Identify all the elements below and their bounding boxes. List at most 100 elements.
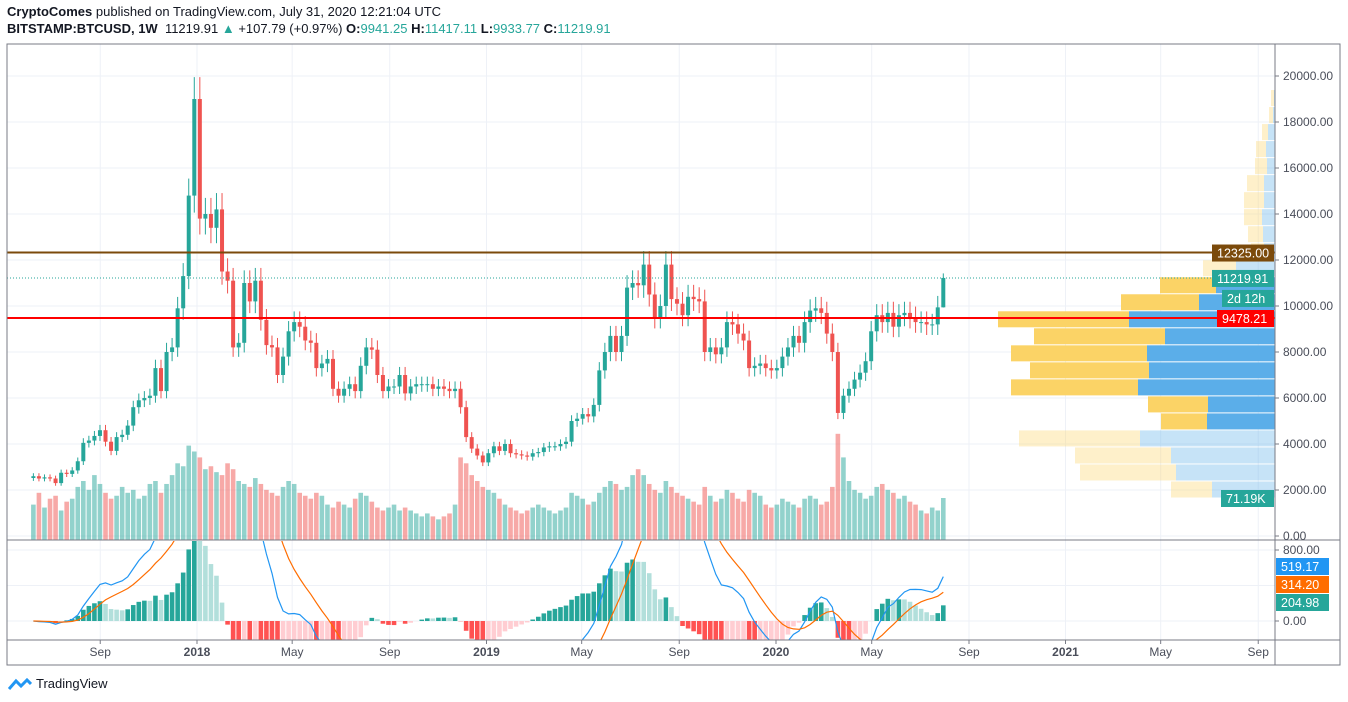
price-tick-label: 16000.00 [1283,161,1333,175]
candle-body [713,347,718,355]
price-tick-label: 6000.00 [1283,391,1327,405]
candle-body [453,388,458,392]
volume-bar [114,495,119,540]
volume-bar [413,513,419,540]
volume-bar [863,498,868,540]
candle-body [281,356,286,375]
volume-bar [103,492,108,540]
candle-body [419,384,424,386]
volume-bar [180,466,186,540]
macd-histogram-bar [269,621,275,640]
last-price-label: 11219.91 [1217,272,1268,286]
macd-histogram-bar [130,605,136,621]
volume-bar [486,489,491,540]
volume-bar [857,492,863,540]
candle-body [208,214,213,228]
macd-histogram-bar [608,568,613,621]
candle-body [414,384,419,387]
macd-histogram-bar [530,619,536,621]
low-label: L: [480,21,494,36]
macd-histogram-bar [463,621,469,631]
volume-bar [452,504,458,540]
macd-histogram-bar [702,621,708,640]
candle-body [774,368,779,371]
profile-down-bar [1262,124,1268,141]
tradingview-logo[interactable]: TradingView [8,676,108,691]
volume-bar [447,513,452,540]
candle-body [580,414,585,419]
volume-bar [275,495,280,540]
signal-value-label-bg [1276,576,1329,593]
volume-bar [108,498,114,540]
candle-body [303,326,308,341]
candle-body [36,476,41,479]
volume-bar [658,492,663,540]
macd-histogram-bar [191,541,197,621]
macd-histogram-bar [386,621,391,625]
macd-histogram-bar [796,621,802,623]
macd-histogram-bar [696,621,702,635]
candle-body [575,418,580,421]
volume-bar [918,510,924,540]
volume-bar [375,507,380,540]
macd-histogram-bar [241,621,247,640]
macd-histogram-bar [103,603,108,621]
volume-bar [746,489,752,540]
candle-body [81,442,86,462]
time-tick-label: 2021 [1052,645,1079,659]
macd-histogram-bar [397,621,402,622]
macd-histogram-bar [724,621,730,640]
author[interactable]: CryptoComes [7,4,93,19]
macd-histogram-bar [685,621,691,629]
volume-bar [585,504,591,540]
macd-histogram-bar [885,598,891,621]
volume-bar [42,507,47,540]
volume-bar [763,504,769,540]
volume-bar [757,495,763,540]
candle-body [813,308,818,311]
volume-bar [347,507,352,540]
volume-bar [302,495,308,540]
macd-histogram-bar [436,617,441,621]
volume-bar [358,492,364,540]
macd-histogram-bar [280,621,286,640]
macd-histogram-bar [469,621,474,639]
macd-histogram-bar [508,621,513,629]
macd-histogram-bar [142,600,147,621]
candle-body [325,358,330,364]
volume-bar [436,519,441,540]
macd-histogram-bar [114,609,119,621]
macd-histogram-bar [253,621,258,640]
price-tick-label: 20000.00 [1283,69,1333,83]
candle-body [297,322,302,327]
candle-body [158,368,163,392]
volume-bar [935,510,941,540]
candle-body [136,400,141,408]
volume-bar [813,498,818,540]
candle-body [763,363,768,369]
volume-bar [203,469,208,540]
candle-body [469,437,474,449]
macd-histogram-bar [641,561,646,621]
macd-histogram-bar [97,601,103,621]
candle-body [558,444,563,447]
volume-bar [830,486,835,540]
volume-bar [380,510,386,540]
candle-body [891,312,896,327]
candle-body [430,384,435,389]
volume-bar [92,475,97,540]
candle-body [192,99,197,196]
macd-histogram-bar [164,594,169,621]
macd-histogram-bar [863,621,868,634]
volume-bar [36,492,42,540]
time-tick-label: May [570,645,593,659]
macd-histogram-bar [258,621,264,640]
time-tick-label: Sep [669,645,691,659]
resistance-label-bg [1212,244,1274,262]
macd-histogram-bar [802,615,807,621]
profile-up-bar [1171,447,1275,464]
macd-histogram-bar [719,621,724,640]
volume-bar [646,483,652,540]
volume-bar [519,513,524,540]
